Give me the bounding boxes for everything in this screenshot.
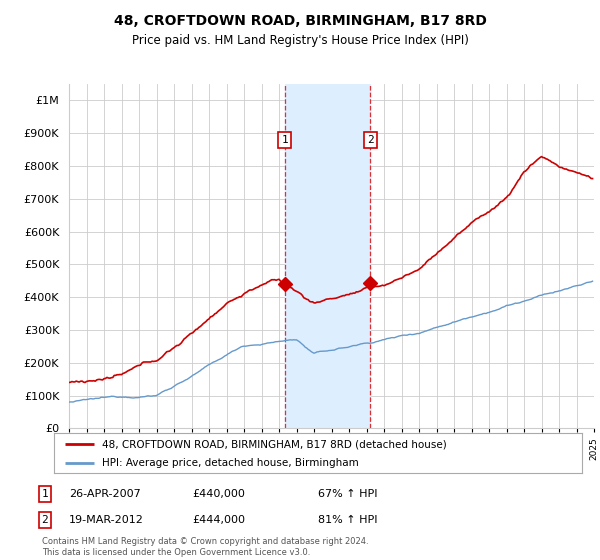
- Text: £440,000: £440,000: [192, 489, 245, 499]
- Bar: [284, 84, 370, 428]
- Text: 2: 2: [367, 135, 374, 145]
- Text: 81% ↑ HPI: 81% ↑ HPI: [318, 515, 377, 525]
- Text: 2: 2: [41, 515, 49, 525]
- Text: Price paid vs. HM Land Registry's House Price Index (HPI): Price paid vs. HM Land Registry's House …: [131, 34, 469, 46]
- Text: 48, CROFTDOWN ROAD, BIRMINGHAM, B17 8RD: 48, CROFTDOWN ROAD, BIRMINGHAM, B17 8RD: [113, 14, 487, 28]
- Text: 67% ↑ HPI: 67% ↑ HPI: [318, 489, 377, 499]
- Text: 26-APR-2007: 26-APR-2007: [69, 489, 141, 499]
- Text: HPI: Average price, detached house, Birmingham: HPI: Average price, detached house, Birm…: [101, 458, 358, 468]
- Text: 1: 1: [41, 489, 49, 499]
- Text: 48, CROFTDOWN ROAD, BIRMINGHAM, B17 8RD (detached house): 48, CROFTDOWN ROAD, BIRMINGHAM, B17 8RD …: [101, 439, 446, 449]
- Text: 19-MAR-2012: 19-MAR-2012: [69, 515, 144, 525]
- Text: £444,000: £444,000: [192, 515, 245, 525]
- Text: Contains HM Land Registry data © Crown copyright and database right 2024.
This d: Contains HM Land Registry data © Crown c…: [42, 537, 368, 557]
- Text: 1: 1: [281, 135, 288, 145]
